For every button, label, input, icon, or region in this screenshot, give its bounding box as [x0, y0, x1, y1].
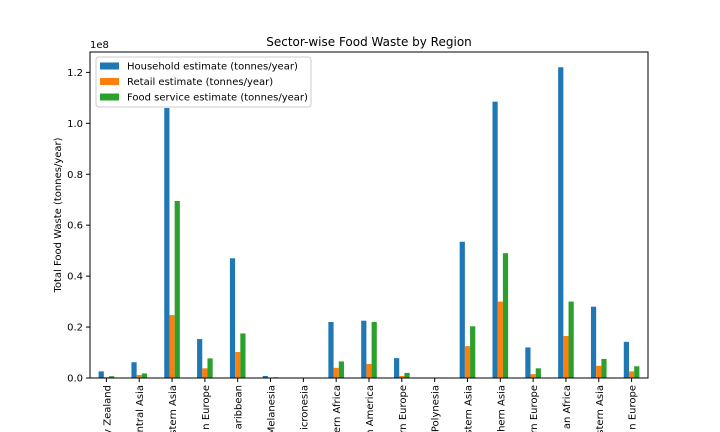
- bar: [590, 306, 597, 378]
- bar: [136, 374, 142, 378]
- legend: Household estimate (tonnes/year) Retail e…: [95, 56, 312, 108]
- bar: [623, 341, 629, 378]
- bar: [98, 371, 104, 378]
- plot-frame: [89, 51, 649, 379]
- bar: [497, 301, 503, 378]
- y-axis-offset-label: 1e8: [90, 40, 109, 51]
- x-tick-label: n Europe: [628, 385, 639, 430]
- bar: [141, 373, 148, 378]
- y-tick-label: 1.0: [67, 119, 83, 130]
- chart-title: Sector-wise Food Waste by Region: [266, 35, 472, 49]
- bar: [596, 365, 602, 378]
- bar: [366, 363, 372, 378]
- x-tick-label: n America: [365, 385, 376, 432]
- y-axis: 0.0 0.2 0.4 0.6 0.8 1.0 1.2: [67, 68, 90, 385]
- bar: [470, 326, 476, 378]
- x-tick-label: Melanesia: [267, 385, 278, 432]
- bar: [240, 333, 246, 378]
- x-tick-label: n Europe: [201, 385, 212, 430]
- bar: [525, 347, 531, 378]
- bar: [464, 346, 471, 378]
- bar: [338, 361, 344, 378]
- x-tick-label: stern Asia: [463, 385, 474, 432]
- bar: [558, 67, 564, 378]
- bar: [164, 108, 170, 378]
- y-tick-label: 0.0: [67, 374, 83, 385]
- legend-box: [95, 56, 312, 108]
- legend-label: Retail estimate (tonnes/year): [127, 77, 273, 88]
- x-tick-label: stern Asia: [168, 385, 179, 432]
- y-tick-label: 0.2: [67, 323, 83, 334]
- legend-swatch: [100, 93, 119, 101]
- x-tick-label: ntral Asia: [135, 385, 146, 432]
- bar: [399, 375, 405, 378]
- x-tick-label: rn Europe: [529, 385, 540, 432]
- bar: [235, 352, 241, 378]
- x-tick-label: hern Asia: [496, 385, 507, 432]
- bar: [169, 315, 175, 378]
- bar: [492, 101, 498, 378]
- bar: [361, 320, 367, 378]
- x-tick-label: y Zealand: [102, 385, 113, 432]
- bar: [634, 366, 640, 378]
- bar: [601, 358, 607, 378]
- x-tick-label: aribbean: [234, 385, 245, 429]
- bar: [328, 321, 334, 378]
- y-tick-label: 1.2: [67, 68, 83, 79]
- bar: [459, 241, 465, 378]
- x-tick-label: stern Asia: [595, 385, 606, 432]
- x-tick-label: Polynesia: [431, 385, 442, 432]
- bars-layer: [98, 67, 640, 378]
- bar: [404, 372, 410, 378]
- legend-label: Food service estimate (tonnes/year): [127, 93, 308, 104]
- bar: [394, 358, 400, 378]
- bar: [197, 339, 203, 378]
- bar: [262, 375, 268, 378]
- bar: [202, 368, 208, 378]
- bar: [371, 321, 377, 378]
- bar: [207, 358, 213, 378]
- y-axis-label: Total Food Waste (tonnes/year): [53, 137, 64, 293]
- bar: [131, 362, 137, 378]
- bar: [535, 368, 541, 378]
- bar: [568, 301, 574, 378]
- y-tick-label: 0.6: [67, 221, 83, 232]
- bar: [174, 200, 180, 378]
- x-tick-label: an Africa: [562, 385, 573, 429]
- y-tick-label: 0.8: [67, 170, 83, 181]
- x-tick-label: icronesia: [299, 385, 310, 430]
- bar: [628, 371, 635, 378]
- legend-swatch: [100, 62, 119, 70]
- x-axis: y Zealand ntral Asia stern Asia n Europe ari…: [102, 378, 639, 432]
- legend-swatch: [100, 78, 119, 85]
- bar: [333, 367, 339, 378]
- x-tick-label: rn Europe: [398, 385, 409, 432]
- y-tick-label: 0.4: [67, 272, 83, 283]
- x-tick-label: ern Africa: [332, 385, 343, 432]
- bar: [530, 374, 536, 378]
- bar: [563, 335, 569, 378]
- bar: [109, 376, 115, 378]
- bar: [229, 258, 236, 378]
- bar: [502, 253, 509, 378]
- legend-label: Household estimate (tonnes/year): [127, 62, 298, 73]
